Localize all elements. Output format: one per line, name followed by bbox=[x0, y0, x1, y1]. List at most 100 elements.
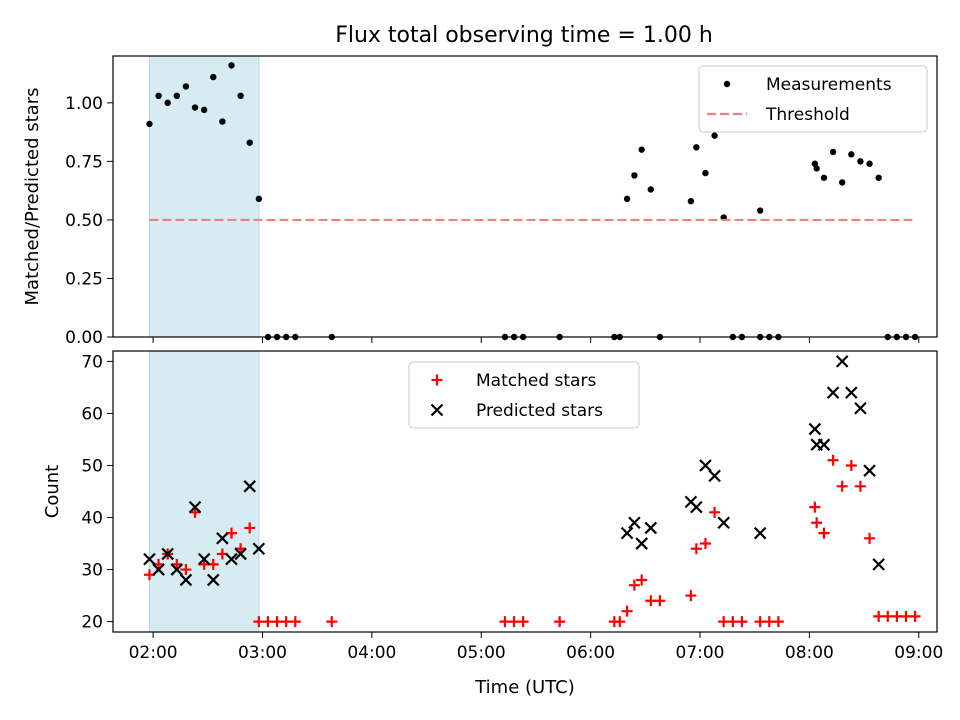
predicted-stars-point bbox=[188, 500, 202, 514]
measurement-point bbox=[866, 160, 873, 167]
measurement-point bbox=[638, 146, 645, 153]
matched-stars-point bbox=[690, 543, 702, 555]
predicted-stars-point bbox=[206, 573, 220, 587]
measurement-point bbox=[631, 172, 638, 179]
y-tick-label: 1.00 bbox=[65, 94, 103, 114]
predicted-stars-point bbox=[243, 480, 257, 493]
matched-stars-point bbox=[811, 517, 823, 529]
y-tick-label: 60 bbox=[81, 404, 103, 424]
x-tick-label: 07:00 bbox=[676, 643, 725, 663]
predicted-stars-point bbox=[826, 386, 840, 399]
count-panel-x-ticks: 02:00 03:00 04:00 05:00 06:00 07:00 08:00 09:00 bbox=[129, 632, 943, 663]
predicted-stars-point bbox=[170, 563, 184, 576]
measurement-point bbox=[210, 73, 217, 81]
x-tick-label: 09:00 bbox=[894, 643, 943, 663]
measurement-point bbox=[182, 83, 190, 90]
predicted-stars-point bbox=[690, 500, 703, 514]
y-tick-label: 40 bbox=[81, 509, 103, 529]
measurement-point bbox=[191, 104, 199, 111]
measurement-point bbox=[200, 106, 208, 114]
ratio-panel-x-ticks bbox=[152, 337, 920, 343]
y-tick-label: 30 bbox=[81, 561, 103, 581]
legend-handle-predicted bbox=[430, 403, 444, 417]
legend-label: Measurements bbox=[766, 75, 892, 95]
measurement-point bbox=[255, 195, 263, 203]
y-tick-label: 20 bbox=[81, 613, 103, 633]
measurement-point bbox=[647, 186, 654, 193]
predicted-stars-point bbox=[152, 563, 165, 576]
matched-stars-point bbox=[818, 527, 830, 539]
matched-stars-point bbox=[736, 616, 748, 628]
legend-label: Matched stars bbox=[476, 371, 596, 391]
matched-stars-point bbox=[809, 501, 821, 513]
measurement-point bbox=[146, 120, 153, 128]
y-tick-label: 0.50 bbox=[65, 211, 103, 231]
measurement-point bbox=[848, 151, 855, 158]
measurement-point bbox=[623, 195, 631, 203]
y-tick-label: 50 bbox=[81, 456, 103, 476]
ratio-panel-legend-box bbox=[698, 65, 928, 133]
count-panel-legend: Matched stars Predicted stars bbox=[408, 361, 640, 429]
predicted-stars-point bbox=[234, 547, 247, 561]
count-panel: 02:00 03:00 04:00 05:00 06:00 07:00 08:00 09:00… bbox=[42, 350, 943, 698]
x-tick-label: 06:00 bbox=[566, 643, 615, 663]
measurement-point bbox=[219, 118, 226, 125]
predicted-stars-point bbox=[835, 355, 849, 368]
predicted-stars-point bbox=[252, 542, 266, 556]
predicted-stars-point bbox=[179, 573, 193, 587]
count-panel-legend-box bbox=[408, 361, 640, 429]
x-tick-label: 04:00 bbox=[347, 643, 396, 663]
measurement-point bbox=[756, 207, 764, 214]
y-tick-label: 0.75 bbox=[65, 152, 103, 172]
matched-stars-point bbox=[854, 480, 866, 492]
measurement-point bbox=[813, 165, 820, 172]
predicted-stars-point bbox=[863, 464, 876, 477]
legend-label: Predicted stars bbox=[476, 401, 603, 421]
legend-handle-matched bbox=[431, 374, 443, 386]
predicted-stars-point bbox=[197, 552, 211, 566]
predicted-stars-point bbox=[753, 526, 767, 540]
measurement-point bbox=[829, 148, 837, 156]
predicted-stars-point bbox=[699, 459, 712, 472]
measurement-point bbox=[839, 179, 846, 186]
count-panel-x-axis-label: Time (UTC) bbox=[474, 677, 575, 698]
matched-stars-point bbox=[289, 616, 301, 628]
predicted-stars-point bbox=[635, 537, 648, 550]
x-tick-label: 05:00 bbox=[457, 643, 506, 663]
count-panel-y-ticks: 20 30 40 50 60 70 bbox=[81, 352, 113, 633]
matched-stars-point bbox=[864, 532, 876, 544]
predicted-stars-point bbox=[817, 438, 831, 451]
y-tick-label: 70 bbox=[81, 352, 103, 372]
matched-stars-point bbox=[836, 480, 848, 492]
measurement-point bbox=[164, 99, 171, 107]
x-tick-label: 02:00 bbox=[129, 643, 178, 663]
ratio-panel-legend: Measurements Threshold bbox=[698, 65, 928, 133]
matched-stars-point bbox=[628, 579, 640, 591]
matched-stars-point bbox=[517, 616, 529, 628]
measurement-point bbox=[687, 197, 695, 205]
measurement-point bbox=[702, 169, 709, 177]
ratio-panel: 0.00 0.25 0.50 0.75 1.00 Matched/Predicted s… bbox=[22, 55, 938, 348]
matched-stars-point bbox=[326, 616, 338, 628]
predicted-stars-point bbox=[845, 386, 858, 399]
matched-stars-point bbox=[845, 459, 857, 471]
matched-stars-point bbox=[554, 616, 566, 628]
predicted-stars-point bbox=[717, 516, 730, 529]
measurement-point bbox=[875, 174, 882, 181]
matched-stars-point bbox=[244, 522, 256, 534]
ratio-panel-y-ticks: 0.00 0.25 0.50 0.75 1.00 bbox=[65, 94, 113, 348]
x-tick-label: 08:00 bbox=[785, 643, 834, 663]
y-tick-label: 0.00 bbox=[65, 328, 103, 348]
predicted-stars-point bbox=[216, 532, 229, 545]
matched-stars-point bbox=[636, 574, 648, 586]
matched-stars-point bbox=[772, 616, 784, 628]
ratio-panel-marks bbox=[146, 62, 919, 341]
measurement-point bbox=[857, 158, 864, 165]
matched-stars-point bbox=[709, 506, 721, 518]
measurement-point bbox=[155, 92, 162, 100]
legend-label: Threshold bbox=[765, 105, 850, 125]
predicted-stars-point bbox=[708, 469, 721, 483]
matched-stars-point bbox=[827, 454, 839, 466]
predicted-stars-point bbox=[644, 521, 658, 535]
